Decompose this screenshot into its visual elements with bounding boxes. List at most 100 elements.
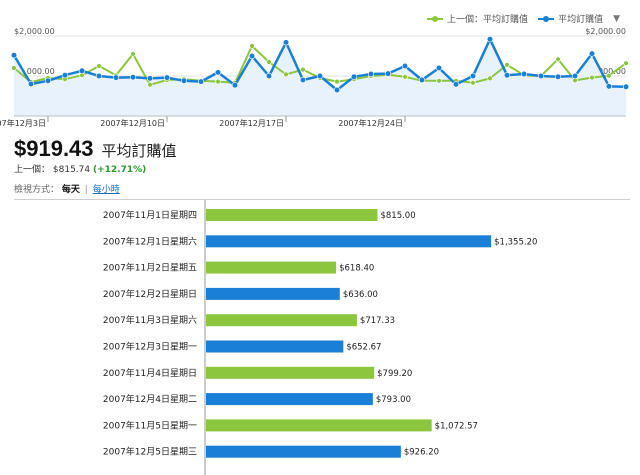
previous-series-point — [487, 75, 493, 82]
legend-label-current: 平均訂購值 — [558, 15, 604, 25]
bar-value-label: $1,072.57 — [435, 421, 478, 431]
current-series-point — [95, 72, 103, 80]
bar-previous — [206, 261, 337, 274]
current-series-point — [231, 82, 239, 89]
current-series-point — [486, 36, 494, 43]
bar-previous — [206, 209, 378, 221]
current-series-point — [401, 62, 409, 70]
bar-current — [206, 287, 340, 300]
current-series-point — [129, 74, 137, 81]
current-series-point — [333, 86, 341, 94]
current-series-point — [554, 73, 562, 80]
bar-value-label: $652.67 — [346, 343, 381, 353]
triangle-down-icon[interactable]: ▼ — [613, 13, 620, 24]
y-tick-label-right: $2,000.00 — [585, 28, 626, 36]
current-series-point — [10, 52, 18, 59]
trend-line-chart: $2,000.00 $2,000.00 $1,000.00 $1,000.00 2007… — [0, 28, 630, 128]
previous-series-point — [11, 65, 17, 71]
bar-category-label: 2007年12月1日星期六 — [103, 235, 197, 247]
bar-value-label: $618.40 — [339, 264, 374, 274]
previous-series-point — [249, 43, 255, 49]
view-separator: | — [84, 185, 88, 195]
x-tick-label: 2007年12月10日 — [100, 118, 165, 128]
chart-legend: 上一個：平均訂購值 平均訂購值 ▼ — [427, 12, 620, 25]
current-series-point — [44, 77, 52, 84]
previous-period: 上一個： $815.74 (+12.71%) — [14, 162, 146, 175]
current-series-point — [418, 76, 426, 84]
legend-marker-current-icon — [538, 15, 555, 23]
view-hourly-link[interactable]: 每小時 — [92, 185, 120, 195]
previous-series-point — [283, 71, 289, 78]
previous-value: $815.74 — [52, 165, 91, 175]
current-series-point — [197, 78, 205, 85]
current-series-point — [78, 67, 86, 74]
previous-series-point — [215, 78, 221, 85]
previous-series-point — [470, 80, 476, 86]
current-series-point — [248, 52, 256, 60]
current-series-point — [112, 74, 120, 81]
bar-category-label: 2007年12月3日星期一 — [103, 341, 197, 353]
current-series-point — [435, 64, 443, 72]
bar-value-label: $636.00 — [343, 290, 378, 300]
current-series-point — [27, 80, 35, 88]
previous-series-point — [130, 51, 136, 57]
view-label: 檢視方式： — [14, 185, 60, 195]
bar-value-label: $793.00 — [376, 395, 411, 405]
previous-series-point — [96, 63, 102, 69]
bar-category-label: 2007年11月2日星期五 — [103, 262, 197, 274]
metric-label: 平均訂購值 — [101, 142, 177, 160]
current-series-point — [367, 70, 375, 78]
bar-category-label: 2007年12月2日星期日 — [103, 288, 197, 300]
bar-category-label: 2007年11月1日星期四 — [103, 209, 197, 221]
bar-category-label: 2007年11月5日星期一 — [103, 419, 197, 431]
bar-previous — [206, 419, 432, 432]
previous-series-point — [504, 62, 510, 68]
legend-marker-previous-icon — [427, 15, 444, 23]
current-series-point — [180, 77, 188, 84]
bar-previous — [206, 366, 375, 379]
previous-series-point — [606, 72, 612, 79]
bar-value-label: $1,355.20 — [494, 237, 537, 247]
bar-category-label: 2007年12月4日星期二 — [103, 393, 197, 405]
previous-change: (+12.71%) — [92, 165, 147, 175]
previous-series-point — [334, 78, 340, 85]
y-tick-label-left: $1,000.00 — [14, 67, 55, 76]
current-series-point — [605, 83, 613, 90]
bar-current — [206, 393, 373, 406]
x-tick-label: 2007年12月17日 — [219, 118, 284, 128]
previous-series-point — [402, 74, 408, 80]
current-series-point — [588, 50, 596, 57]
comparison-bar-chart: 2007年11月1日星期四 $815.00 2007年12月1日星期六 $1,355.… — [103, 200, 537, 475]
bar-current — [206, 445, 401, 458]
current-series-point — [452, 81, 460, 88]
bar-current — [206, 340, 344, 353]
bar-value-label: $799.20 — [377, 369, 412, 379]
previous-series-point — [555, 56, 561, 62]
bar-category-label: 2007年11月3日星期六 — [103, 314, 197, 326]
previous-series-point — [300, 66, 306, 73]
current-series-point — [469, 72, 477, 80]
bar-previous — [206, 314, 357, 327]
metric-summary: $919.43 平均訂購值 — [14, 136, 177, 162]
previous-prefix: 上一個： — [14, 165, 51, 175]
previous-series-point — [589, 74, 595, 81]
y-tick-label-left: $2,000.00 — [14, 28, 55, 36]
view-daily: 每天 — [61, 185, 80, 195]
current-series-point — [384, 70, 392, 77]
current-series-point — [316, 72, 324, 80]
metric-value: $919.43 — [14, 136, 94, 161]
divider — [14, 199, 630, 200]
legend-item-current[interactable]: 平均訂購值 — [538, 12, 603, 25]
view-mode-switch: 檢視方式： 每天 | 每小時 — [14, 182, 120, 195]
previous-series-point — [623, 60, 629, 66]
previous-series-point — [147, 82, 153, 88]
bar-current — [206, 235, 492, 248]
current-series-point — [214, 69, 222, 76]
previous-series-point — [266, 59, 272, 65]
current-series-point — [163, 74, 171, 81]
legend-item-previous[interactable]: 上一個：平均訂購值 — [427, 12, 528, 25]
current-series-point — [146, 75, 154, 82]
bar-category-label: 2007年12月5日星期三 — [103, 446, 197, 458]
current-series-point — [503, 72, 511, 79]
current-series-point — [61, 72, 69, 79]
